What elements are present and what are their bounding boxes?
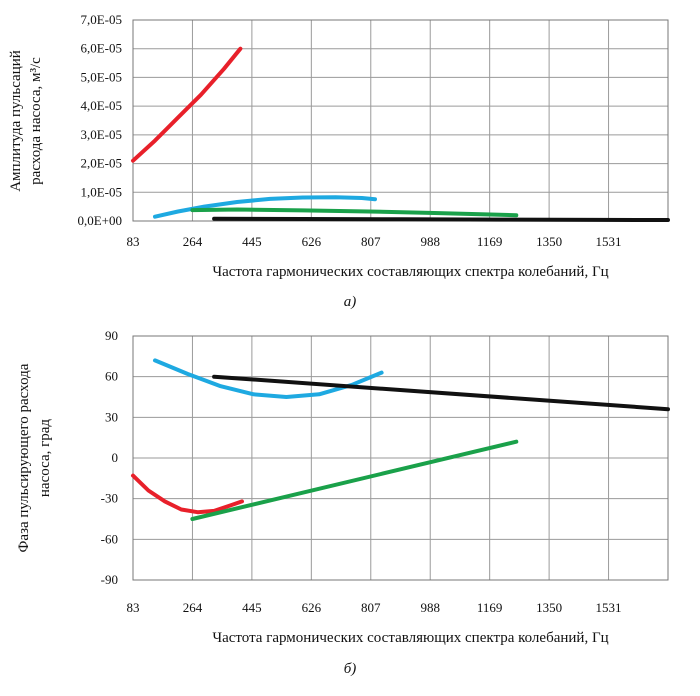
amplitude-y-tick-label: 5,0E-05	[80, 69, 122, 84]
amplitude-y-tick-label: 3,0E-05	[80, 127, 122, 142]
phase-x-tick-label: 807	[361, 600, 381, 615]
phase-x-tick-label: 264	[183, 600, 203, 615]
phase-y-tick-label: -90	[101, 572, 118, 587]
phase-series-line-1	[131, 473, 244, 515]
amplitude-y-tick-label: 7,0E-05	[80, 12, 122, 27]
amplitude-x-tick-label: 1350	[536, 234, 562, 249]
phase-x-axis-label: Частота гармонических составляющих спект…	[212, 630, 608, 646]
phase-x-tick-label: 988	[420, 600, 440, 615]
phase-y-axis-label: насоса, град	[37, 419, 53, 498]
amplitude-x-tick-label: 264	[183, 234, 203, 249]
amplitude-series-line-1	[131, 46, 243, 163]
phase-series-line-3	[190, 439, 519, 521]
phase-y-tick-label: 60	[105, 369, 118, 384]
amplitude-chart: 0,0E+00 1,0E-05 2,0E-05 3,0E-05 4,0E-05 5,0E-…	[8, 12, 670, 310]
phase-y-tick-label: 0	[112, 450, 119, 465]
phase-x-tick-label: 626	[302, 600, 322, 615]
phase-x-tick-label: 1350	[536, 600, 562, 615]
amplitude-x-tick-label: 1531	[596, 234, 622, 249]
phase-x-tick-label: 445	[242, 600, 262, 615]
phase-x-tick-label: 1169	[477, 600, 503, 615]
amplitude-y-tick-label: 4,0E-05	[80, 98, 122, 113]
phase-x-tick-label: 83	[127, 600, 140, 615]
phase-y-tick-label: -30	[101, 491, 118, 506]
phase-caption: б)	[344, 661, 357, 677]
amplitude-y-tick-label: 6,0E-05	[80, 41, 122, 56]
phase-y-tick-label: 30	[105, 409, 118, 424]
phase-x-tick-label: 1531	[596, 600, 622, 615]
amplitude-y-axis-label: расхода насоса, м³/с	[28, 57, 44, 185]
amplitude-y-tick-label: 2,0E-05	[80, 156, 122, 171]
amplitude-plot-frame	[132, 19, 669, 222]
amplitude-y-tick-label: 1,0E-05	[80, 184, 122, 199]
amplitude-x-tick-label: 988	[420, 234, 440, 249]
amplitude-x-tick-label: 83	[127, 234, 140, 249]
amplitude-y-tick-label: 0,0E+00	[77, 213, 122, 228]
phase-y-tick-label: 90	[105, 328, 118, 343]
phase-y-axis-label: Фаза пульсирующего расхода	[16, 363, 32, 552]
amplitude-caption: а)	[344, 294, 357, 310]
phase-chart: -90 -60 -30 0 30 60 90 83 264 445 626 807 988 1169 135…	[16, 328, 670, 677]
phase-y-tick-label: -60	[101, 531, 118, 546]
phase-plot-frame	[132, 335, 669, 581]
amplitude-series-line-4	[212, 216, 670, 222]
amplitude-x-tick-label: 445	[242, 234, 262, 249]
amplitude-x-axis-label: Частота гармонических составляющих спект…	[212, 264, 608, 280]
amplitude-x-tick-label: 1169	[477, 234, 503, 249]
amplitude-x-tick-label: 626	[302, 234, 322, 249]
amplitude-series-line-2	[153, 195, 377, 219]
amplitude-x-tick-label: 807	[361, 234, 381, 249]
amplitude-series-line-3	[190, 207, 519, 218]
amplitude-y-axis-label: Амплитуда пульсаций	[8, 50, 24, 192]
phase-series-line-4	[212, 374, 670, 412]
